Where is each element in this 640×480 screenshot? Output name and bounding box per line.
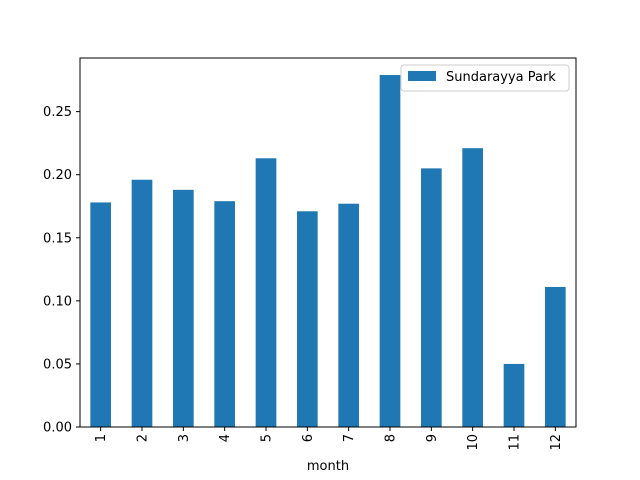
bar-month-2 bbox=[131, 179, 153, 427]
bar-month-9 bbox=[421, 168, 442, 427]
y-tick-label: 0.00 bbox=[43, 421, 72, 436]
bar-month-5 bbox=[255, 158, 277, 428]
x-tick-label: 3 bbox=[177, 434, 192, 442]
x-tick-label: 9 bbox=[425, 434, 440, 442]
y-tick-label: 0.15 bbox=[43, 231, 72, 246]
bar-month-10 bbox=[462, 148, 483, 427]
x-tick-label: 11 bbox=[508, 434, 523, 451]
bar-month-3 bbox=[173, 189, 194, 427]
x-tick-label: 4 bbox=[218, 434, 233, 442]
y-tick-label: 0.25 bbox=[43, 105, 72, 120]
bar-series bbox=[90, 75, 566, 428]
bar-month-1 bbox=[90, 202, 111, 427]
bar-month-8 bbox=[379, 75, 401, 428]
y-axis: 0.00 0.05 0.10 0.15 0.20 0.25 bbox=[43, 105, 80, 436]
x-axis-label: month bbox=[307, 459, 349, 474]
y-tick-label: 0.10 bbox=[43, 294, 72, 309]
x-tick-label: 12 bbox=[549, 434, 564, 451]
y-tick-label: 0.05 bbox=[43, 357, 72, 372]
bar-month-4 bbox=[214, 201, 235, 427]
x-tick-label: 8 bbox=[384, 434, 399, 442]
y-tick-label: 0.20 bbox=[43, 168, 72, 183]
bar-month-6 bbox=[297, 211, 318, 427]
legend: Sundarayya Park bbox=[400, 64, 570, 92]
x-tick-label: 10 bbox=[466, 434, 481, 451]
x-tick-label: 2 bbox=[136, 434, 151, 442]
x-tick-label: 7 bbox=[342, 434, 357, 442]
x-tick-label: 6 bbox=[301, 434, 316, 442]
x-axis: 1 2 3 4 5 6 7 8 9 10 11 12 bbox=[94, 427, 564, 451]
legend-label: Sundarayya Park bbox=[446, 70, 556, 85]
legend-box bbox=[400, 64, 570, 92]
plot-area-frame bbox=[79, 57, 577, 428]
legend-swatch bbox=[408, 71, 436, 81]
x-tick-label: 5 bbox=[260, 434, 275, 442]
bar-month-11 bbox=[503, 363, 525, 427]
bar-month-7 bbox=[338, 203, 359, 427]
x-tick-label: 1 bbox=[94, 434, 109, 442]
bar-month-12 bbox=[545, 286, 566, 427]
